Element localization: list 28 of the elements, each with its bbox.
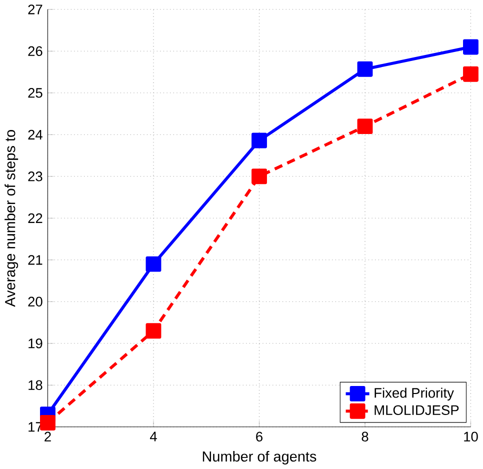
x-axis-title: Number of agents bbox=[202, 450, 316, 464]
y-axis-title: Average number of steps to bbox=[4, 130, 18, 307]
y-tick-label: 26 bbox=[28, 46, 42, 56]
legend-label: Fixed Priority bbox=[374, 388, 454, 400]
point bbox=[357, 61, 373, 77]
y-tick-label: 25 bbox=[28, 88, 42, 98]
y-tick-label: 24 bbox=[28, 130, 42, 140]
y-tick-label: 21 bbox=[28, 255, 42, 265]
legend-label: MLOLIDJESP bbox=[374, 405, 459, 415]
y-tick-label: 27 bbox=[28, 4, 42, 14]
point bbox=[252, 132, 267, 148]
x-tick-label: 6 bbox=[256, 432, 262, 442]
point bbox=[146, 323, 162, 339]
y-tick-label: 19 bbox=[28, 338, 42, 348]
x-tick-label: 4 bbox=[150, 432, 157, 442]
point bbox=[463, 66, 478, 82]
y-tick-label: 18 bbox=[28, 380, 42, 390]
y-tick-label: 23 bbox=[28, 171, 42, 182]
y-tick-label: 22 bbox=[28, 213, 42, 223]
point bbox=[146, 256, 162, 272]
point bbox=[463, 39, 478, 55]
point bbox=[40, 414, 56, 430]
point bbox=[357, 118, 373, 134]
x-tick-label: 10 bbox=[464, 432, 478, 442]
x-tick-label: 2 bbox=[44, 432, 51, 442]
y-tick-label: 20 bbox=[28, 296, 42, 306]
point bbox=[252, 168, 267, 184]
x-tick-label: 8 bbox=[362, 432, 368, 442]
